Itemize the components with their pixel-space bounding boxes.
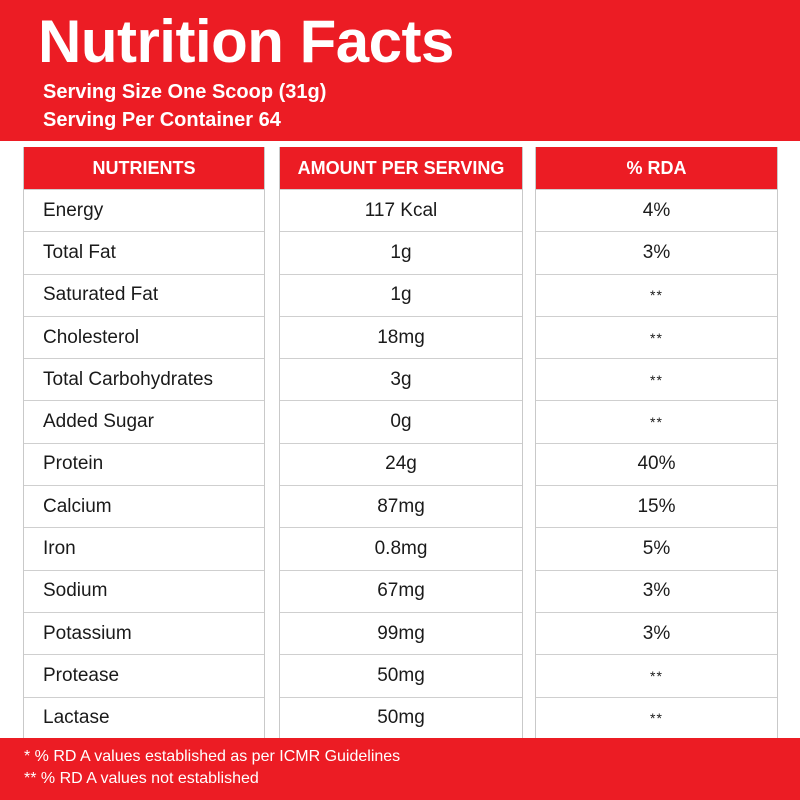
nutrient-name: Sodium	[24, 569, 264, 612]
amount-value: 50mg	[280, 696, 522, 739]
nutrient-name: Total Carbohydrates	[24, 358, 264, 400]
column-header-amount: AMOUNT PER SERVING	[280, 147, 522, 189]
rda-value: 3%	[536, 231, 777, 273]
nutrient-name: Cholesterol	[24, 315, 264, 358]
rda-value: 3%	[536, 569, 777, 612]
amount-value: 87mg	[280, 485, 522, 527]
nutrient-name: Energy	[24, 189, 264, 231]
page-title: Nutrition Facts	[38, 8, 454, 75]
amount-value: 1g	[280, 273, 522, 316]
amount-column: AMOUNT PER SERVING 117 Kcal 1g 1g 18mg 3…	[279, 147, 523, 739]
rda-value: **	[536, 358, 777, 400]
nutrient-name: Protease	[24, 654, 264, 696]
rda-value: **	[536, 400, 777, 442]
rda-value: 40%	[536, 442, 777, 485]
rda-value: 5%	[536, 527, 777, 569]
amount-value: 117 Kcal	[280, 189, 522, 231]
nutrient-name: Protein	[24, 442, 264, 485]
nutrient-name: Lactase	[24, 696, 264, 739]
nutrient-name: Calcium	[24, 485, 264, 527]
column-header-rda: % RDA	[536, 147, 777, 189]
rda-value: **	[536, 273, 777, 316]
rda-value: **	[536, 315, 777, 358]
footnote-rda-established: * % RD A values established as per ICMR …	[24, 748, 401, 765]
amount-value: 18mg	[280, 315, 522, 358]
nutrient-name: Saturated Fat	[24, 273, 264, 316]
nutrient-name: Potassium	[24, 611, 264, 654]
nutrient-name: Iron	[24, 527, 264, 569]
nutrient-name: Total Fat	[24, 231, 264, 273]
footer-banner: * % RD A values established as per ICMR …	[0, 738, 800, 800]
amount-value: 1g	[280, 231, 522, 273]
header-banner: Nutrition Facts Serving Size One Scoop (…	[0, 0, 800, 141]
rda-column: % RDA 4% 3% ** ** ** ** 40% 15% 5% 3% 3%…	[535, 147, 778, 739]
nutrients-column: NUTRIENTS Energy Total Fat Saturated Fat…	[23, 147, 265, 739]
servings-per-container: Serving Per Container 64	[43, 109, 281, 131]
footnote-rda-not-established: ** % RD A values not established	[24, 770, 259, 787]
amount-value: 0.8mg	[280, 527, 522, 569]
serving-size: Serving Size One Scoop (31g)	[43, 81, 327, 103]
rda-value: 15%	[536, 485, 777, 527]
column-header-nutrients: NUTRIENTS	[24, 147, 264, 189]
amount-value: 50mg	[280, 654, 522, 696]
rda-value: 3%	[536, 611, 777, 654]
amount-value: 3g	[280, 358, 522, 400]
rda-value: **	[536, 696, 777, 739]
rda-value: **	[536, 654, 777, 696]
amount-value: 67mg	[280, 569, 522, 612]
amount-value: 24g	[280, 442, 522, 485]
amount-value: 99mg	[280, 611, 522, 654]
rda-value: 4%	[536, 189, 777, 231]
nutrient-name: Added Sugar	[24, 400, 264, 442]
amount-value: 0g	[280, 400, 522, 442]
